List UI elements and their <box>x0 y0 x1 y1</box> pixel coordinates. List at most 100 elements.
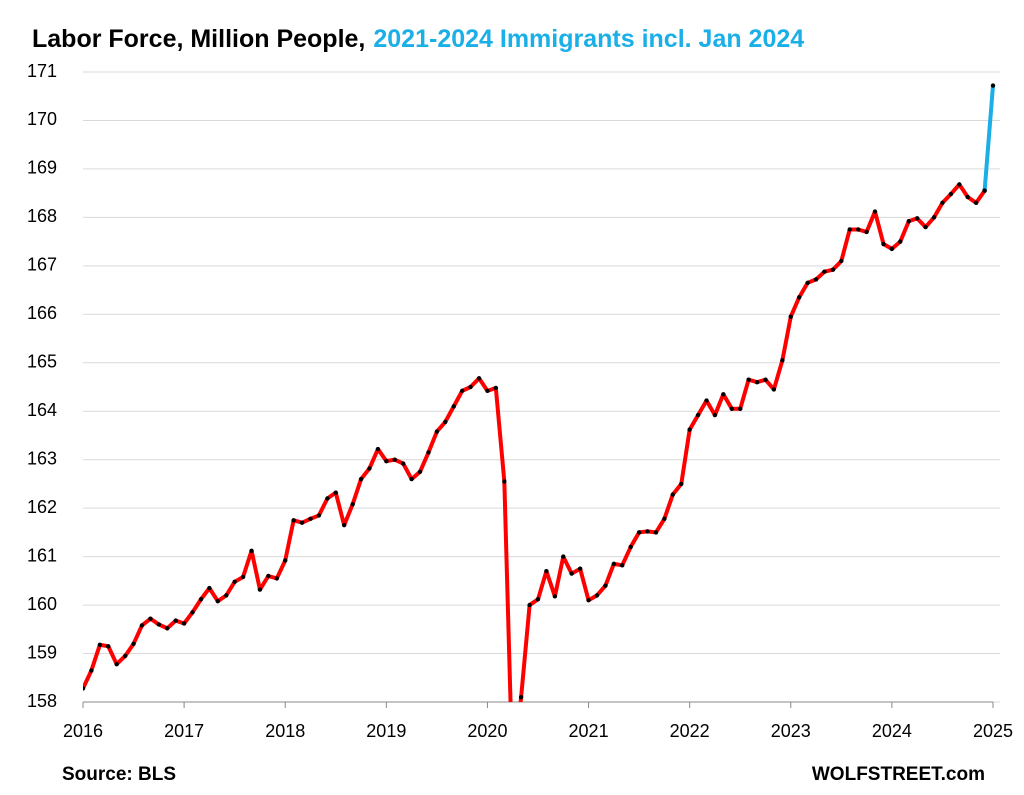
point-marker <box>687 427 692 432</box>
point-marker <box>341 522 347 528</box>
point-marker <box>796 295 802 300</box>
title-highlight: 2021-2024 Immigrants incl. Jan 2024 <box>373 25 804 53</box>
point-marker <box>544 568 549 574</box>
y-tick-label: 159 <box>27 642 57 662</box>
point-marker <box>653 530 659 535</box>
y-tick-label: 162 <box>27 497 57 517</box>
point-marker <box>257 587 263 592</box>
point-marker <box>771 387 777 392</box>
point-marker <box>240 574 246 580</box>
point-marker <box>746 377 751 382</box>
point-marker <box>889 246 895 252</box>
point-marker <box>249 548 254 553</box>
point-marker <box>561 554 566 559</box>
point-marker <box>83 686 86 691</box>
y-tick-label: 165 <box>27 352 57 372</box>
point-marker <box>695 412 701 418</box>
y-tick-label: 170 <box>27 109 57 129</box>
point-marker <box>502 479 507 484</box>
point-marker <box>266 573 271 579</box>
point-marker <box>114 662 119 667</box>
point-marker <box>679 481 684 487</box>
point-marker <box>350 502 355 507</box>
y-tick-label: 161 <box>27 545 57 565</box>
point-marker <box>274 576 280 581</box>
x-tick-label: 2021 <box>569 721 609 741</box>
point-marker <box>872 209 878 214</box>
point-marker <box>569 571 574 576</box>
point-marker <box>813 277 819 282</box>
point-marker <box>830 267 836 272</box>
point-marker <box>535 597 541 602</box>
point-marker <box>788 314 793 319</box>
point-marker <box>940 200 945 206</box>
point-marker <box>856 227 861 232</box>
x-tick-label: 2017 <box>164 721 204 741</box>
point-marker <box>847 227 852 232</box>
point-marker <box>636 530 642 535</box>
point-marker <box>215 599 220 604</box>
point-marker <box>139 623 145 628</box>
point-marker <box>754 379 760 385</box>
point-marker <box>603 583 608 588</box>
point-marker <box>805 280 810 286</box>
point-marker <box>283 558 288 563</box>
point-marker <box>459 388 465 394</box>
point-marker <box>181 621 187 626</box>
point-marker <box>89 668 94 673</box>
point-marker <box>662 516 667 522</box>
point-marker <box>931 215 937 220</box>
point-marker <box>620 563 625 568</box>
point-marker <box>434 429 440 434</box>
point-marker <box>839 258 844 264</box>
x-tick-label: 2025 <box>973 721 1013 741</box>
point-marker <box>906 219 911 224</box>
point-marker <box>409 476 414 482</box>
point-marker <box>198 597 204 602</box>
point-marker <box>358 476 364 482</box>
y-tick-label: 171 <box>27 61 57 81</box>
title-main: Labor Force, Million People, <box>32 25 365 53</box>
credit: WOLFSTREET.com <box>812 764 985 785</box>
point-marker <box>207 585 212 591</box>
point-marker <box>384 458 389 464</box>
point-marker <box>493 385 499 391</box>
y-tick-label: 168 <box>27 206 57 226</box>
y-tick-label: 163 <box>27 448 57 468</box>
point-marker <box>586 598 591 603</box>
point-marker <box>190 610 195 615</box>
y-tick-label: 166 <box>27 303 57 323</box>
point-marker <box>316 513 322 518</box>
point-marker <box>645 529 650 534</box>
grid <box>83 71 1000 703</box>
point-marker <box>443 419 448 425</box>
point-marker <box>923 224 928 230</box>
point-marker <box>485 388 490 394</box>
point-marker <box>417 469 423 475</box>
point-marker <box>914 216 920 221</box>
point-marker <box>173 618 178 623</box>
point-marker <box>131 641 136 647</box>
point-marker <box>712 412 718 418</box>
point-marker <box>822 269 827 274</box>
point-marker <box>982 188 987 193</box>
point-marker <box>898 239 903 244</box>
x-tick-label: 2016 <box>63 721 103 741</box>
point-marker <box>106 644 111 649</box>
point-marker <box>367 466 372 471</box>
point-marker <box>973 200 979 206</box>
point-marker <box>721 392 726 397</box>
point-marker <box>577 566 583 571</box>
point-marker <box>375 446 381 452</box>
y-tick-label: 167 <box>27 255 57 275</box>
series-line <box>982 85 995 191</box>
point-marker <box>451 404 456 409</box>
point-marker <box>552 594 558 599</box>
point-marker <box>704 398 709 403</box>
point-marker <box>401 461 406 466</box>
y-tick-label: 164 <box>27 400 57 420</box>
point-marker <box>990 83 996 88</box>
point-marker <box>299 520 305 525</box>
